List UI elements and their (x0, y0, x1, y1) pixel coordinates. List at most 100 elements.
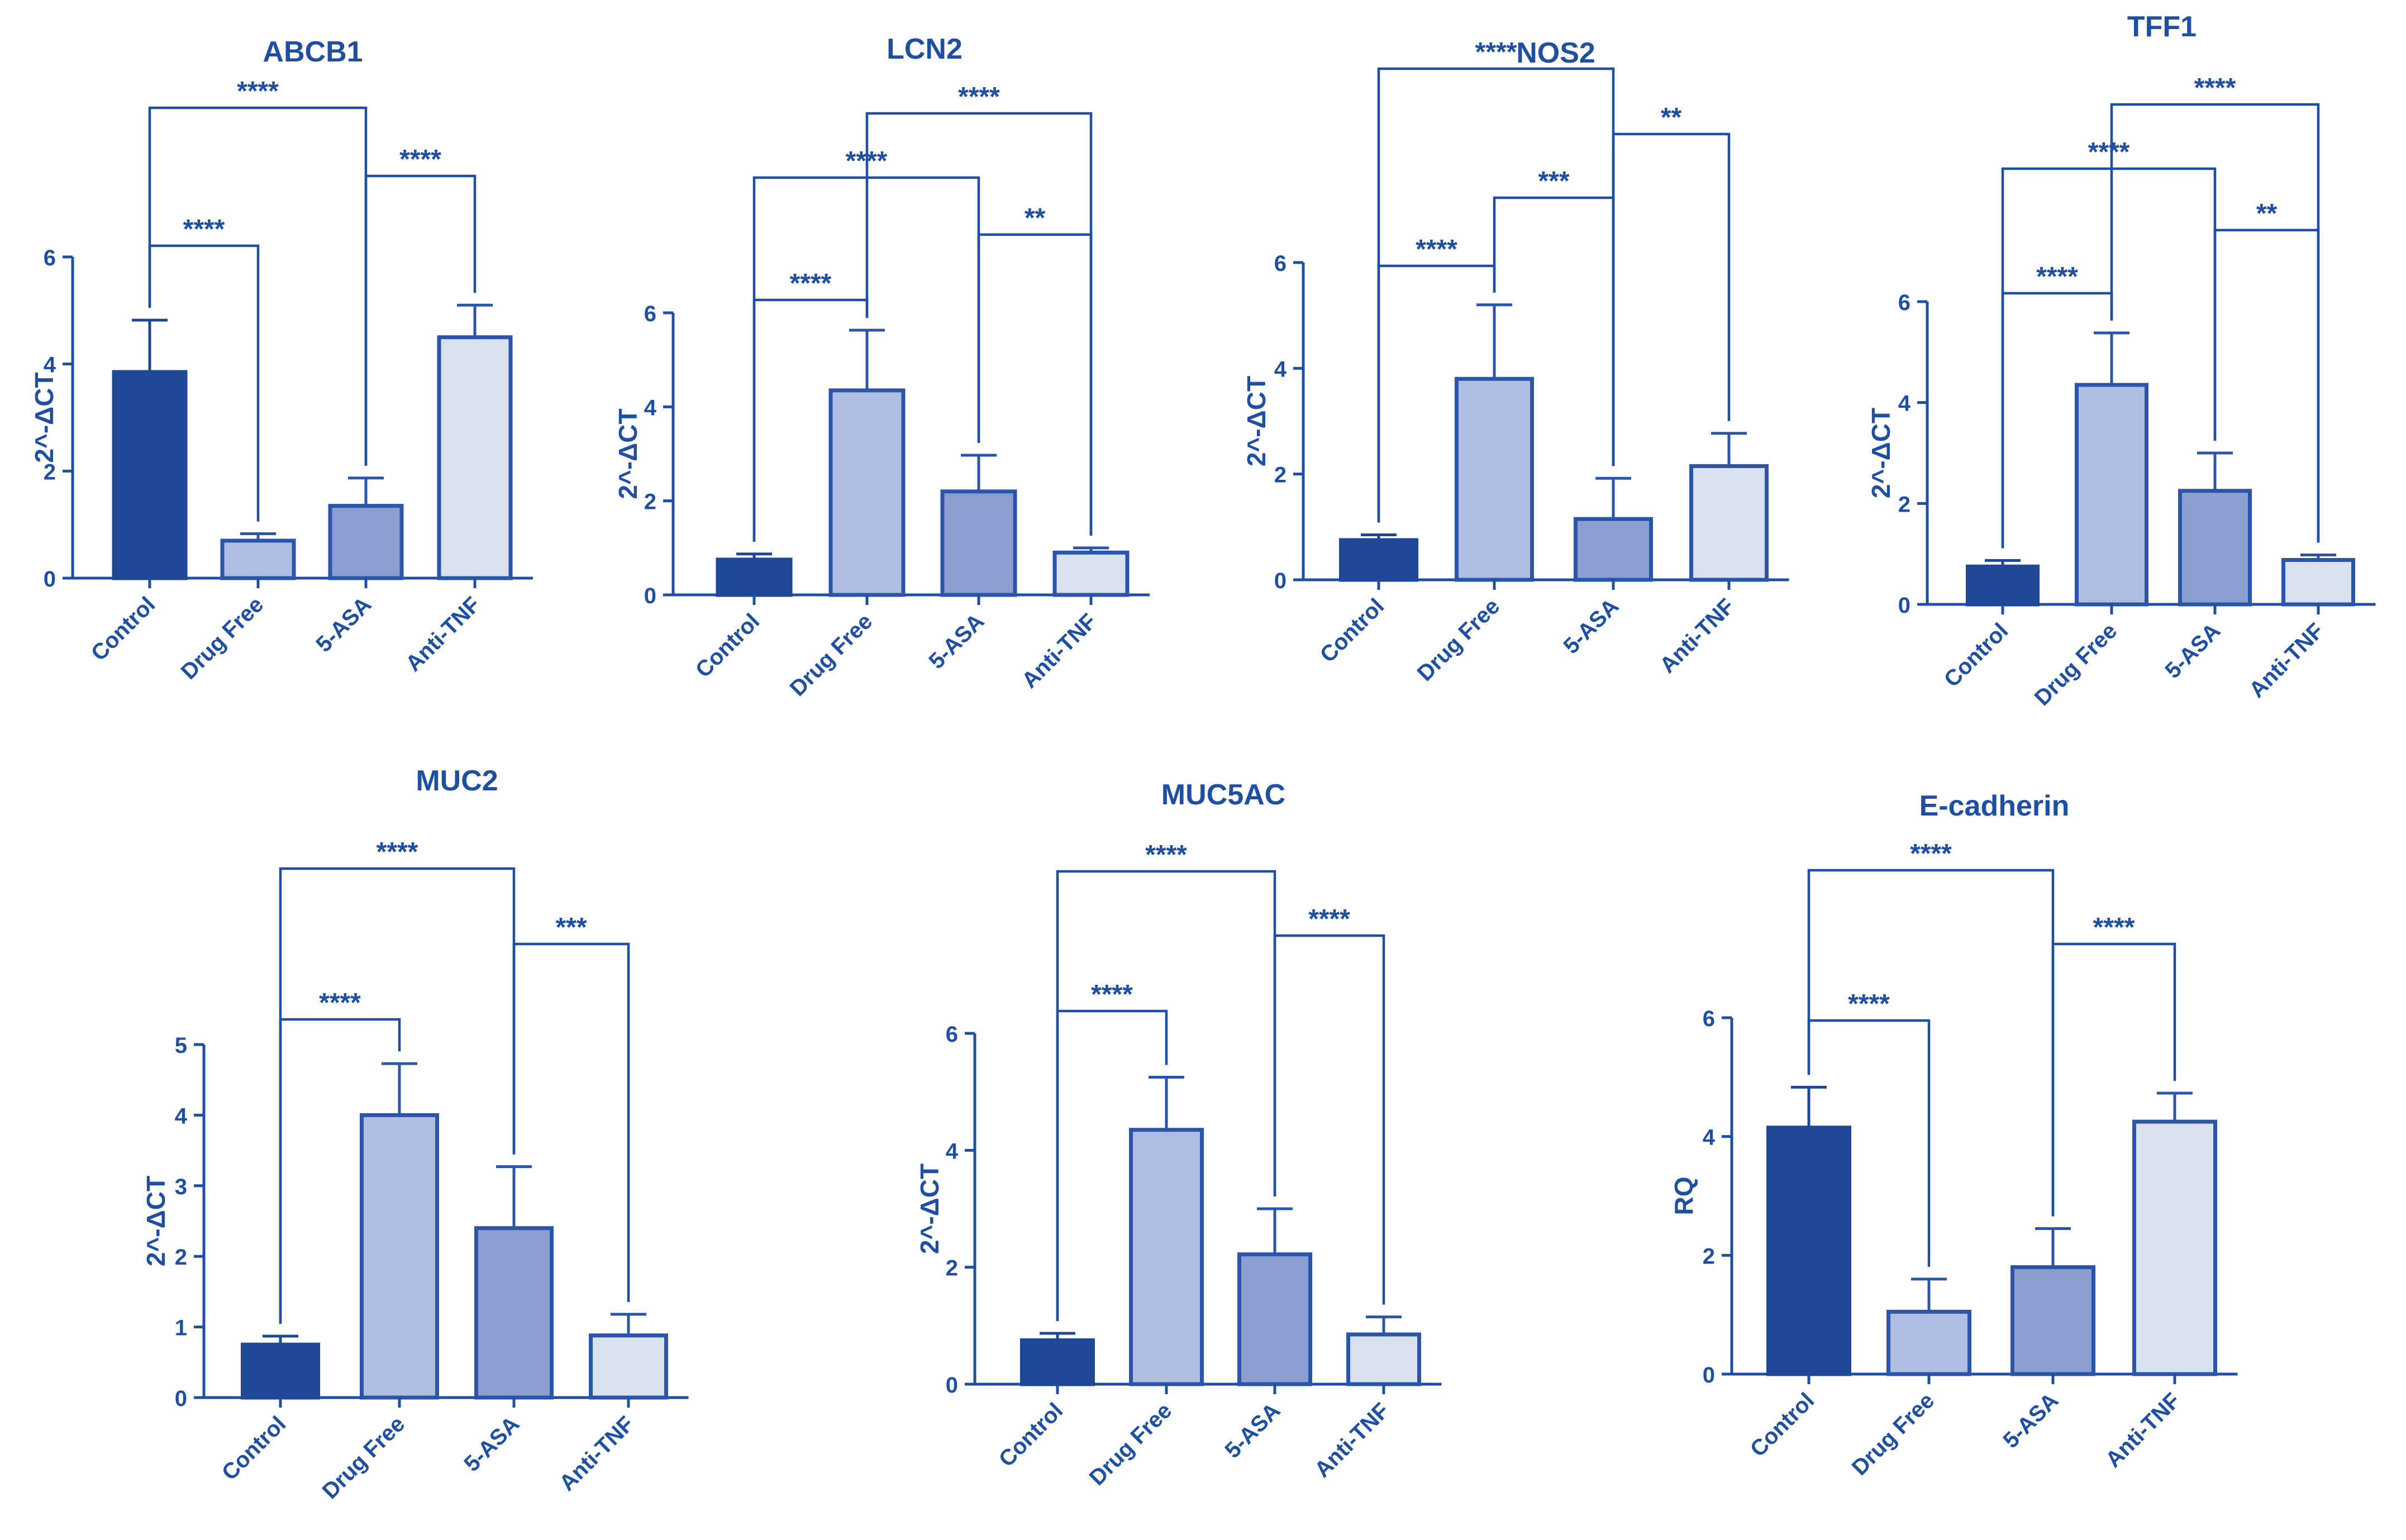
significance-label: **** (1475, 37, 1517, 67)
significance-label: **** (1254, 0, 1296, 6)
category-label: Drug Free (318, 1412, 410, 1504)
category-label: Drug Free (177, 592, 269, 684)
significance-label: ** (1661, 103, 1682, 132)
y-tick-label: 0 (644, 584, 656, 608)
significance-label: **** (2194, 73, 2236, 103)
chart-title: NOS2 (1516, 37, 1595, 69)
bar-drug-free (220, 538, 296, 580)
chart-title: LCN2 (887, 33, 963, 65)
category-label: Control (994, 1398, 1068, 1472)
category-label: Control (691, 609, 765, 683)
chart-panel-nos2: NOS2 2^-ΔCT 0 2 4 6 Control Drug Free 5-ASA Anti-… (1242, 0, 1789, 686)
category-label: 5-ASA (1998, 1388, 2063, 1453)
significance-label: **** (1308, 904, 1350, 934)
y-tick-label: 6 (644, 302, 656, 326)
category-label: Anti-TNF (2101, 1388, 2185, 1472)
y-tick-label: 4 (1703, 1126, 1716, 1150)
category-label: Control (1316, 594, 1389, 668)
bar-5-asa (2010, 1265, 2095, 1376)
significance-label: **** (1910, 839, 1952, 869)
bar-control (241, 1342, 320, 1400)
significance-label: **** (1848, 989, 1890, 1019)
y-axis-label: 2^-ΔCT (141, 1176, 170, 1266)
category-label: Anti-TNF (1310, 1398, 1394, 1482)
y-axis-label: RQ (1669, 1177, 1698, 1215)
significance-label: **** (183, 214, 225, 244)
bar-anti-tnf (589, 1333, 668, 1400)
bar-control (1020, 1338, 1095, 1386)
bar-5-asa (328, 504, 404, 580)
y-tick-label: 2 (946, 1256, 958, 1281)
category-label: Drug Free (1413, 594, 1505, 686)
category-label: 5-ASA (924, 609, 989, 674)
category-label: Control (87, 592, 160, 666)
chart-title: MUC2 (416, 765, 498, 797)
category-label: Drug Free (1847, 1388, 1940, 1480)
bar-drug-free (1129, 1128, 1204, 1386)
significance-bracket (2001, 167, 2217, 549)
y-axis-label: 2^-ΔCT (915, 1164, 944, 1254)
bar-5-asa (2178, 489, 2252, 607)
category-label: Drug Free (2030, 618, 2122, 711)
bar-drug-free (1455, 376, 1534, 582)
y-axis-label: 2^-ΔCT (613, 408, 642, 499)
y-tick-label: 0 (175, 1386, 187, 1411)
significance-label: **** (1416, 235, 1457, 264)
category-label: Control (1940, 618, 2013, 692)
significance-label: **** (399, 145, 441, 174)
bar-anti-tnf (1689, 464, 1769, 582)
category-label: Anti-TNF (2245, 618, 2328, 702)
bar-anti-tnf (1052, 550, 1130, 597)
category-label: 5-ASA (459, 1412, 524, 1476)
bar-drug-free (1886, 1309, 1971, 1376)
category-label: Anti-TNF (1655, 594, 1739, 678)
significance-label: ** (2256, 199, 2278, 228)
y-tick-label: 0 (1703, 1363, 1715, 1388)
chart-title: MUC5AC (1161, 779, 1285, 811)
chart-title: ABCB1 (263, 36, 363, 68)
bar-control (1339, 538, 1418, 582)
chart-panel-tff1: TFF1 2^-ΔCT 0 2 4 6 Control Drug Free 5-ASA Anti-… (1866, 0, 2376, 711)
category-label: Drug Free (1085, 1398, 1177, 1490)
y-tick-label: 6 (1898, 290, 1910, 315)
significance-label: ** (1025, 203, 1046, 233)
y-tick-label: 4 (1898, 392, 1911, 416)
significance-bracket (1273, 934, 1385, 1305)
significance-label: * (2155, 0, 2166, 6)
bar-control (112, 370, 188, 580)
significance-label: **** (2093, 913, 2135, 942)
chart-title: TFF1 (2127, 11, 2197, 43)
significance-label: **** (2031, 0, 2073, 6)
significance-bracket (148, 106, 368, 466)
significance-bracket (1807, 869, 2055, 1217)
chart-panel-abcb1: ABCB1 2^-ΔCT 0 2 4 6 Control Drug Free 5-ASA Anti… (30, 0, 533, 684)
y-tick-label: 6 (44, 246, 56, 270)
y-tick-label: 3 (175, 1175, 187, 1199)
category-label: 5-ASA (1220, 1398, 1285, 1463)
bar-drug-free (828, 388, 906, 597)
significance-bracket (865, 112, 1093, 536)
category-label: Control (1746, 1388, 1819, 1462)
significance-label: **** (958, 82, 1000, 112)
chart-title: E-cadherin (1919, 790, 2070, 822)
bar-anti-tnf (1346, 1332, 1421, 1386)
bar-anti-tnf (2132, 1119, 2217, 1376)
y-tick-label: 4 (44, 353, 56, 378)
y-tick-label: 0 (946, 1373, 958, 1398)
significance-label: *** (555, 913, 587, 942)
chart-panel-lcn2: LCN2 2^-ΔCT 0 2 4 6 Control Drug Free 5-ASA Anti-… (613, 0, 1150, 701)
significance-label: **** (1533, 0, 1575, 6)
y-tick-label: 5 (175, 1033, 187, 1058)
significance-label: **** (790, 269, 832, 298)
significance-label: **** (2036, 262, 2078, 292)
significance-bracket (1056, 870, 1276, 1321)
y-axis-label: 2^-ΔCT (30, 372, 59, 463)
y-tick-label: 0 (1274, 569, 1287, 593)
significance-label: **** (493, 0, 535, 6)
y-tick-label: 6 (946, 1022, 958, 1047)
significance-label: **** (2088, 137, 2130, 167)
category-label: 5-ASA (1559, 594, 1623, 659)
y-tick-label: 0 (1898, 593, 1910, 618)
